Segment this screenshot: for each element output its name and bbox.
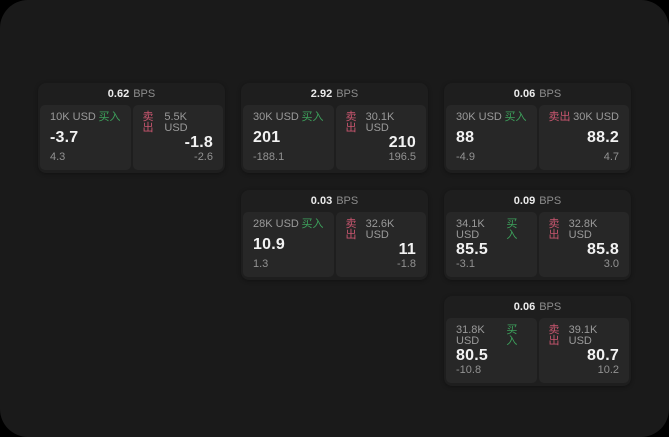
bps-unit-label: BPS [539,195,562,207]
bps-value: 2.92 [310,88,333,100]
buy-amount: 31.8K USD [456,324,485,347]
buy-price: 85.5 [456,241,488,258]
buy-panel[interactable]: 28K USD 买入 10.9 1.3 [243,212,334,277]
bps-header: 0.03 BPS [241,190,428,212]
sell-price: 11 [398,241,416,258]
sell-panel[interactable]: 卖出 32.6K USD 11 -1.8 [335,212,426,277]
quote-panels: 10K USD 买入 -3.7 4.3 卖出 5.5K USD -1.8 -2.… [40,105,223,170]
bps-header: 0.06 BPS [444,83,631,105]
bps-unit-label: BPS [336,88,359,100]
buy-price: 201 [253,128,281,146]
sell-label: 卖出 [548,218,560,241]
sell-price: 85.8 [587,241,619,258]
sell-price: -1.8 [184,134,213,151]
sell-delta: 10.2 [597,364,619,376]
buy-amount: 30K USD [456,111,502,123]
buy-amount: 30K USD [253,111,299,123]
sell-label: 卖出 [345,218,357,241]
sell-panel[interactable]: 卖出 30.1K USD 210 196.5 [335,105,426,170]
sell-panel[interactable]: 卖出 39.1K USD 80.7 10.2 [538,318,629,383]
buy-amount: 28K USD [253,218,299,230]
sell-amount: 32.8K USD [568,218,598,241]
sell-amount: 32.6K USD [365,218,395,241]
buy-delta: 4.3 [50,151,66,163]
buy-amount: 34.1K USD [456,218,485,241]
bps-value: 0.62 [107,88,130,100]
quote-panels: 31.8K USD 买入 80.5 -10.8 卖出 39.1K USD 80.… [446,318,629,383]
bps-value: 0.03 [310,195,333,207]
buy-price: 10.9 [253,235,285,253]
buy-label: 买入 [506,218,518,241]
bps-value: 0.06 [513,301,536,313]
buy-panel[interactable]: 30K USD 买入 201 -188.1 [243,105,334,170]
sell-delta: 3.0 [603,258,619,270]
sell-panel[interactable]: 卖出 30K USD 88.2 4.7 [538,105,629,170]
quote-card-3: 0.06 BPS 30K USD 买入 88 -4.9 卖出 30K USD [444,83,631,173]
buy-label: 买入 [301,111,324,123]
sell-price: 88.2 [587,128,619,146]
quote-card-6: 0.06 BPS 31.8K USD 买入 80.5 -10.8 卖出 39.1… [444,296,631,386]
bps-header: 0.06 BPS [444,296,631,318]
quote-card-2: 2.92 BPS 30K USD 买入 201 -188.1 卖出 30.1K … [241,83,428,173]
sell-amount: 30K USD [573,111,619,123]
sell-label: 卖出 [345,111,357,134]
sell-panel[interactable]: 卖出 5.5K USD -1.8 -2.6 [132,105,223,170]
buy-delta: 1.3 [253,258,269,270]
buy-label: 买入 [301,218,324,230]
sell-amount: 5.5K USD [164,111,188,134]
quote-panels: 34.1K USD 买入 85.5 -3.1 卖出 32.8K USD 85.8… [446,212,629,277]
sell-delta: -2.6 [194,151,213,163]
bps-unit-label: BPS [133,88,156,100]
sell-panel[interactable]: 卖出 32.8K USD 85.8 3.0 [538,212,629,277]
buy-label: 买入 [504,111,527,123]
quote-panels: 28K USD 买入 10.9 1.3 卖出 32.6K USD 11 -1.8 [243,212,426,277]
sell-price: 80.7 [587,347,619,364]
bps-header: 0.62 BPS [38,83,225,105]
sell-label: 卖出 [548,324,560,347]
bps-value: 0.09 [513,195,536,207]
sell-amount: 30.1K USD [365,111,395,134]
buy-label: 买入 [506,324,518,347]
buy-delta: -10.8 [456,364,482,376]
buy-panel[interactable]: 30K USD 买入 88 -4.9 [446,105,537,170]
sell-label: 卖出 [548,111,571,123]
bps-header: 0.09 BPS [444,190,631,212]
bps-unit-label: BPS [539,301,562,313]
bps-value: 0.06 [513,88,536,100]
buy-label: 买入 [98,111,121,123]
buy-panel[interactable]: 34.1K USD 买入 85.5 -3.1 [446,212,537,277]
quote-panels: 30K USD 买入 201 -188.1 卖出 30.1K USD 210 1… [243,105,426,170]
bps-unit-label: BPS [539,88,562,100]
buy-delta: -3.1 [456,258,475,270]
buy-amount: 10K USD [50,111,96,123]
buy-price: -3.7 [50,128,79,146]
bps-unit-label: BPS [336,195,359,207]
quote-card-4: 0.03 BPS 28K USD 买入 10.9 1.3 卖出 32.6K US… [241,190,428,280]
quote-card-5: 0.09 BPS 34.1K USD 买入 85.5 -3.1 卖出 32.8K… [444,190,631,280]
sell-delta: 196.5 [388,151,416,163]
quote-card-1: 0.62 BPS 10K USD 买入 -3.7 4.3 卖出 5.5K USD [38,83,225,173]
buy-price: 88 [456,128,475,146]
buy-delta: -4.9 [456,151,475,163]
sell-price: 210 [388,134,416,151]
buy-delta: -188.1 [253,151,285,163]
sell-delta: -1.8 [397,258,416,270]
quote-panels: 30K USD 买入 88 -4.9 卖出 30K USD 88.2 4.7 [446,105,629,170]
bps-header: 2.92 BPS [241,83,428,105]
sell-amount: 39.1K USD [568,324,598,347]
buy-panel[interactable]: 10K USD 买入 -3.7 4.3 [40,105,131,170]
buy-price: 80.5 [456,347,488,364]
sell-label: 卖出 [142,111,154,134]
buy-panel[interactable]: 31.8K USD 买入 80.5 -10.8 [446,318,537,383]
sell-delta: 4.7 [603,151,619,163]
